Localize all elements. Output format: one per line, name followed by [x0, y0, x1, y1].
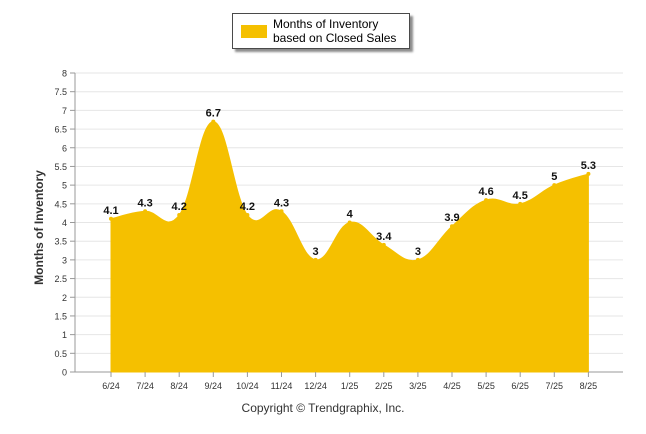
data-label: 3.4	[376, 231, 392, 243]
data-label: 4.5	[513, 190, 528, 202]
y-tick-label: 5	[62, 181, 67, 191]
x-tick-label: 6/24	[102, 381, 120, 391]
x-tick-label: 2/25	[375, 381, 393, 391]
data-point	[245, 213, 250, 218]
y-tick-label: 4	[62, 218, 67, 228]
y-tick-label: 5.5	[54, 162, 67, 172]
y-tick-label: 3.5	[54, 237, 67, 247]
data-point	[313, 257, 318, 262]
x-tick-label: 6/25	[511, 381, 529, 391]
data-point	[143, 209, 148, 214]
x-tick-label: 8/24	[170, 381, 188, 391]
y-tick-label: 6.5	[54, 125, 67, 135]
data-point	[552, 183, 557, 188]
data-label: 6.7	[206, 108, 221, 120]
x-tick-label: 8/25	[580, 381, 598, 391]
data-label: 3	[415, 246, 421, 258]
data-label: 3.9	[444, 212, 459, 224]
data-label: 3	[313, 246, 319, 258]
legend: Months of Inventory based on Closed Sale…	[232, 13, 410, 49]
data-point	[211, 119, 216, 124]
y-tick-label: 4.5	[54, 199, 67, 209]
legend-swatch	[241, 25, 267, 38]
y-tick-label: 2.5	[54, 274, 67, 284]
data-point	[586, 171, 591, 176]
x-tick-label: 11/24	[271, 381, 293, 391]
data-label: 4.3	[137, 197, 152, 209]
data-label: 4.1	[103, 205, 118, 217]
y-tick-label: 7.5	[54, 87, 67, 97]
x-tick-label: 3/25	[409, 381, 427, 391]
x-tick-label: 5/25	[477, 381, 495, 391]
x-tick-label: 1/25	[341, 381, 359, 391]
legend-label: Months of Inventory based on Closed Sale…	[273, 17, 397, 45]
data-point	[450, 224, 454, 229]
x-tick-label: 7/24	[136, 381, 154, 391]
y-tick-label: 6	[62, 143, 67, 153]
data-point	[518, 201, 523, 206]
data-point	[279, 209, 284, 214]
x-tick-label: 4/25	[443, 381, 461, 391]
data-point	[415, 257, 420, 262]
y-tick-label: 8	[62, 69, 67, 79]
data-label: 4.2	[240, 201, 255, 213]
data-point	[347, 220, 352, 225]
y-tick-label: 2	[62, 293, 67, 303]
data-point	[109, 216, 113, 221]
data-point	[484, 198, 489, 203]
data-label: 5	[551, 171, 557, 183]
series-area	[110, 121, 589, 373]
y-tick-label: 1.5	[54, 311, 67, 321]
x-tick-label: 12/24	[304, 381, 327, 391]
y-tick-label: 7	[62, 106, 67, 116]
copyright-text: Copyright © Trendgraphix, Inc.	[241, 401, 405, 415]
y-tick-label: 1	[62, 330, 67, 340]
y-tick-label: 0.5	[54, 349, 67, 359]
data-point	[381, 242, 386, 247]
data-label: 4	[347, 209, 354, 221]
x-tick-label: 7/25	[546, 381, 564, 391]
y-axis-title: Months of Inventory	[32, 170, 46, 285]
x-tick-label: 9/24	[205, 381, 223, 391]
y-tick-label: 3	[62, 255, 67, 265]
data-label: 4.3	[274, 197, 289, 209]
x-tick-label: 10/24	[236, 381, 259, 391]
data-label: 4.2	[172, 201, 187, 213]
data-label: 5.3	[581, 160, 596, 172]
data-point	[177, 213, 182, 218]
y-tick-label: 0	[62, 368, 67, 378]
data-label: 4.6	[478, 186, 493, 198]
